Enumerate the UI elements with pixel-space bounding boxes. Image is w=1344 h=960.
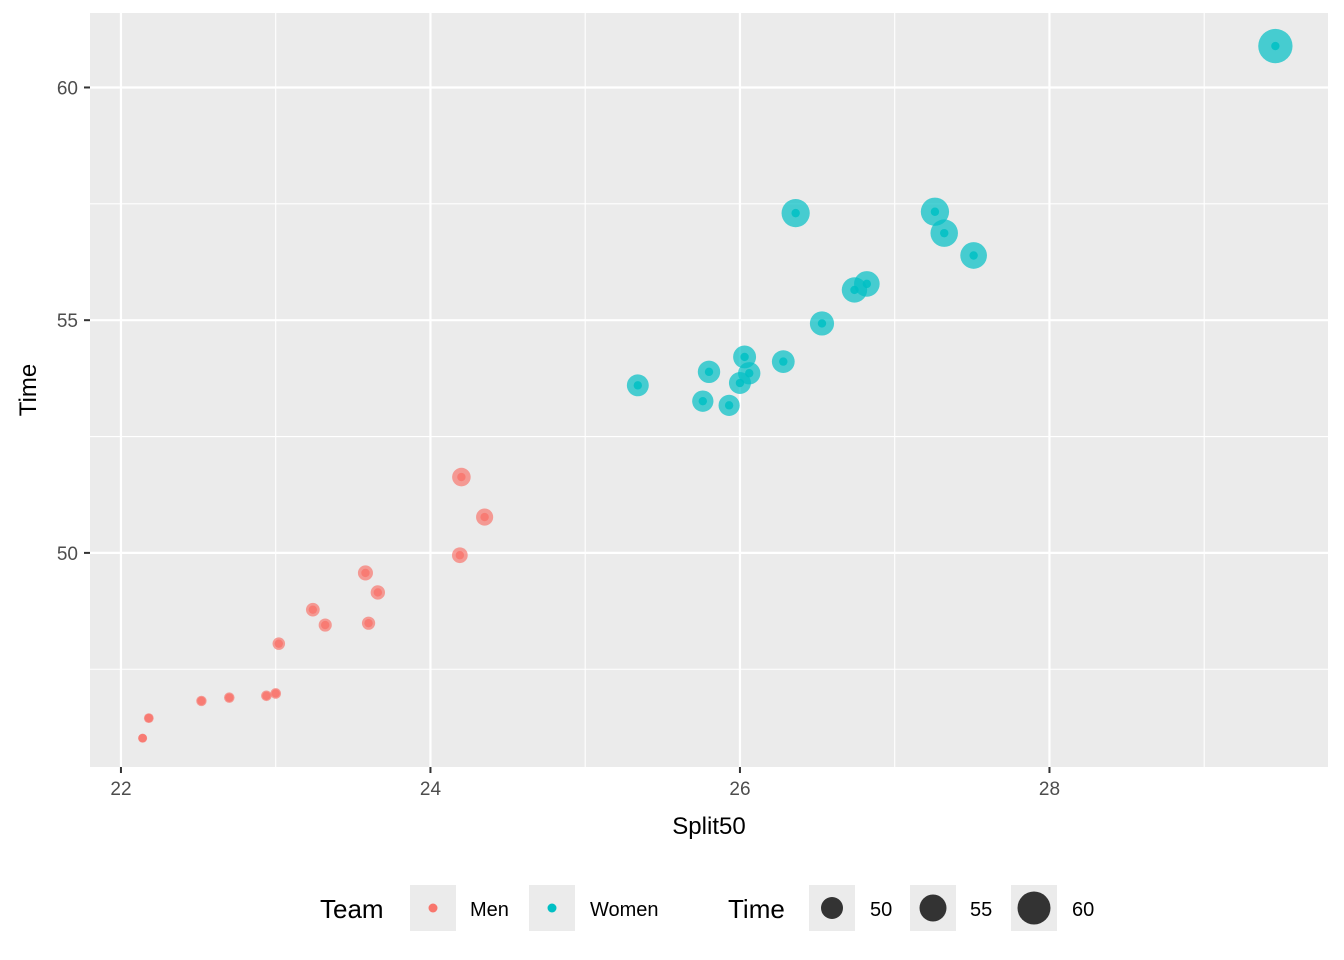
point-center-men — [455, 551, 465, 560]
point-center-men — [457, 472, 466, 482]
legend-label-women: Women — [590, 899, 659, 921]
legend-key-size-50 — [821, 897, 843, 919]
point-center-men — [373, 588, 383, 597]
point-center-women — [704, 367, 714, 377]
point-center-women — [969, 251, 978, 260]
point-center-women — [745, 369, 754, 378]
legend-label-size-55: 55 — [970, 899, 992, 921]
legend-label-size-50: 50 — [870, 899, 892, 921]
point-center-women — [724, 401, 734, 410]
legend-key-size-55 — [919, 894, 947, 922]
point-center-men — [321, 620, 330, 630]
x-tick-label: 22 — [110, 779, 131, 800]
legend-key-men — [428, 903, 438, 913]
data-points — [138, 28, 1293, 743]
point-center-women — [740, 352, 749, 362]
point-center-women — [940, 228, 949, 238]
point-center-men — [271, 689, 280, 698]
point-center-women — [791, 208, 800, 218]
point-center-men — [364, 618, 373, 628]
point-center-men — [197, 696, 206, 706]
point-center-women — [930, 207, 940, 216]
point-center-women — [1271, 41, 1280, 51]
legend-key-size-60 — [1017, 891, 1051, 925]
x-tick-label: 26 — [729, 779, 750, 800]
plot-panel — [90, 13, 1328, 767]
point-center-women — [862, 279, 872, 289]
point-center-men — [480, 512, 489, 522]
grid-minor — [90, 13, 1328, 767]
x-axis: 22 24 26 28 — [110, 767, 1060, 800]
legend-key-women — [547, 903, 557, 913]
point-center-women — [698, 396, 708, 406]
legend-team-title: Team — [320, 894, 384, 924]
x-tick-label: 24 — [420, 779, 442, 800]
point-center-women — [817, 319, 827, 328]
legend-label-size-60: 60 — [1072, 899, 1094, 921]
x-axis-title: Split50 — [672, 813, 745, 840]
legend-time-title: Time — [728, 894, 785, 924]
y-tick-label: 60 — [57, 78, 78, 99]
point-center-men — [274, 639, 283, 648]
point-center-men — [308, 605, 318, 614]
point-center-men — [225, 693, 234, 702]
point-center-women — [779, 357, 788, 366]
y-tick-label: 55 — [57, 311, 78, 332]
legend-label-men: Men — [470, 899, 509, 921]
point-center-men — [262, 691, 271, 700]
point-center-women — [633, 381, 643, 390]
x-tick-label: 28 — [1039, 779, 1060, 800]
point-center-men — [138, 733, 147, 743]
legend: Team Men Women Time 50 55 60 — [320, 885, 1094, 931]
point-center-men — [144, 713, 154, 723]
y-axis-title: Time — [15, 364, 42, 416]
point-center-men — [361, 568, 370, 578]
y-tick-label: 50 — [57, 544, 78, 565]
y-axis: 50 55 60 — [57, 78, 90, 565]
